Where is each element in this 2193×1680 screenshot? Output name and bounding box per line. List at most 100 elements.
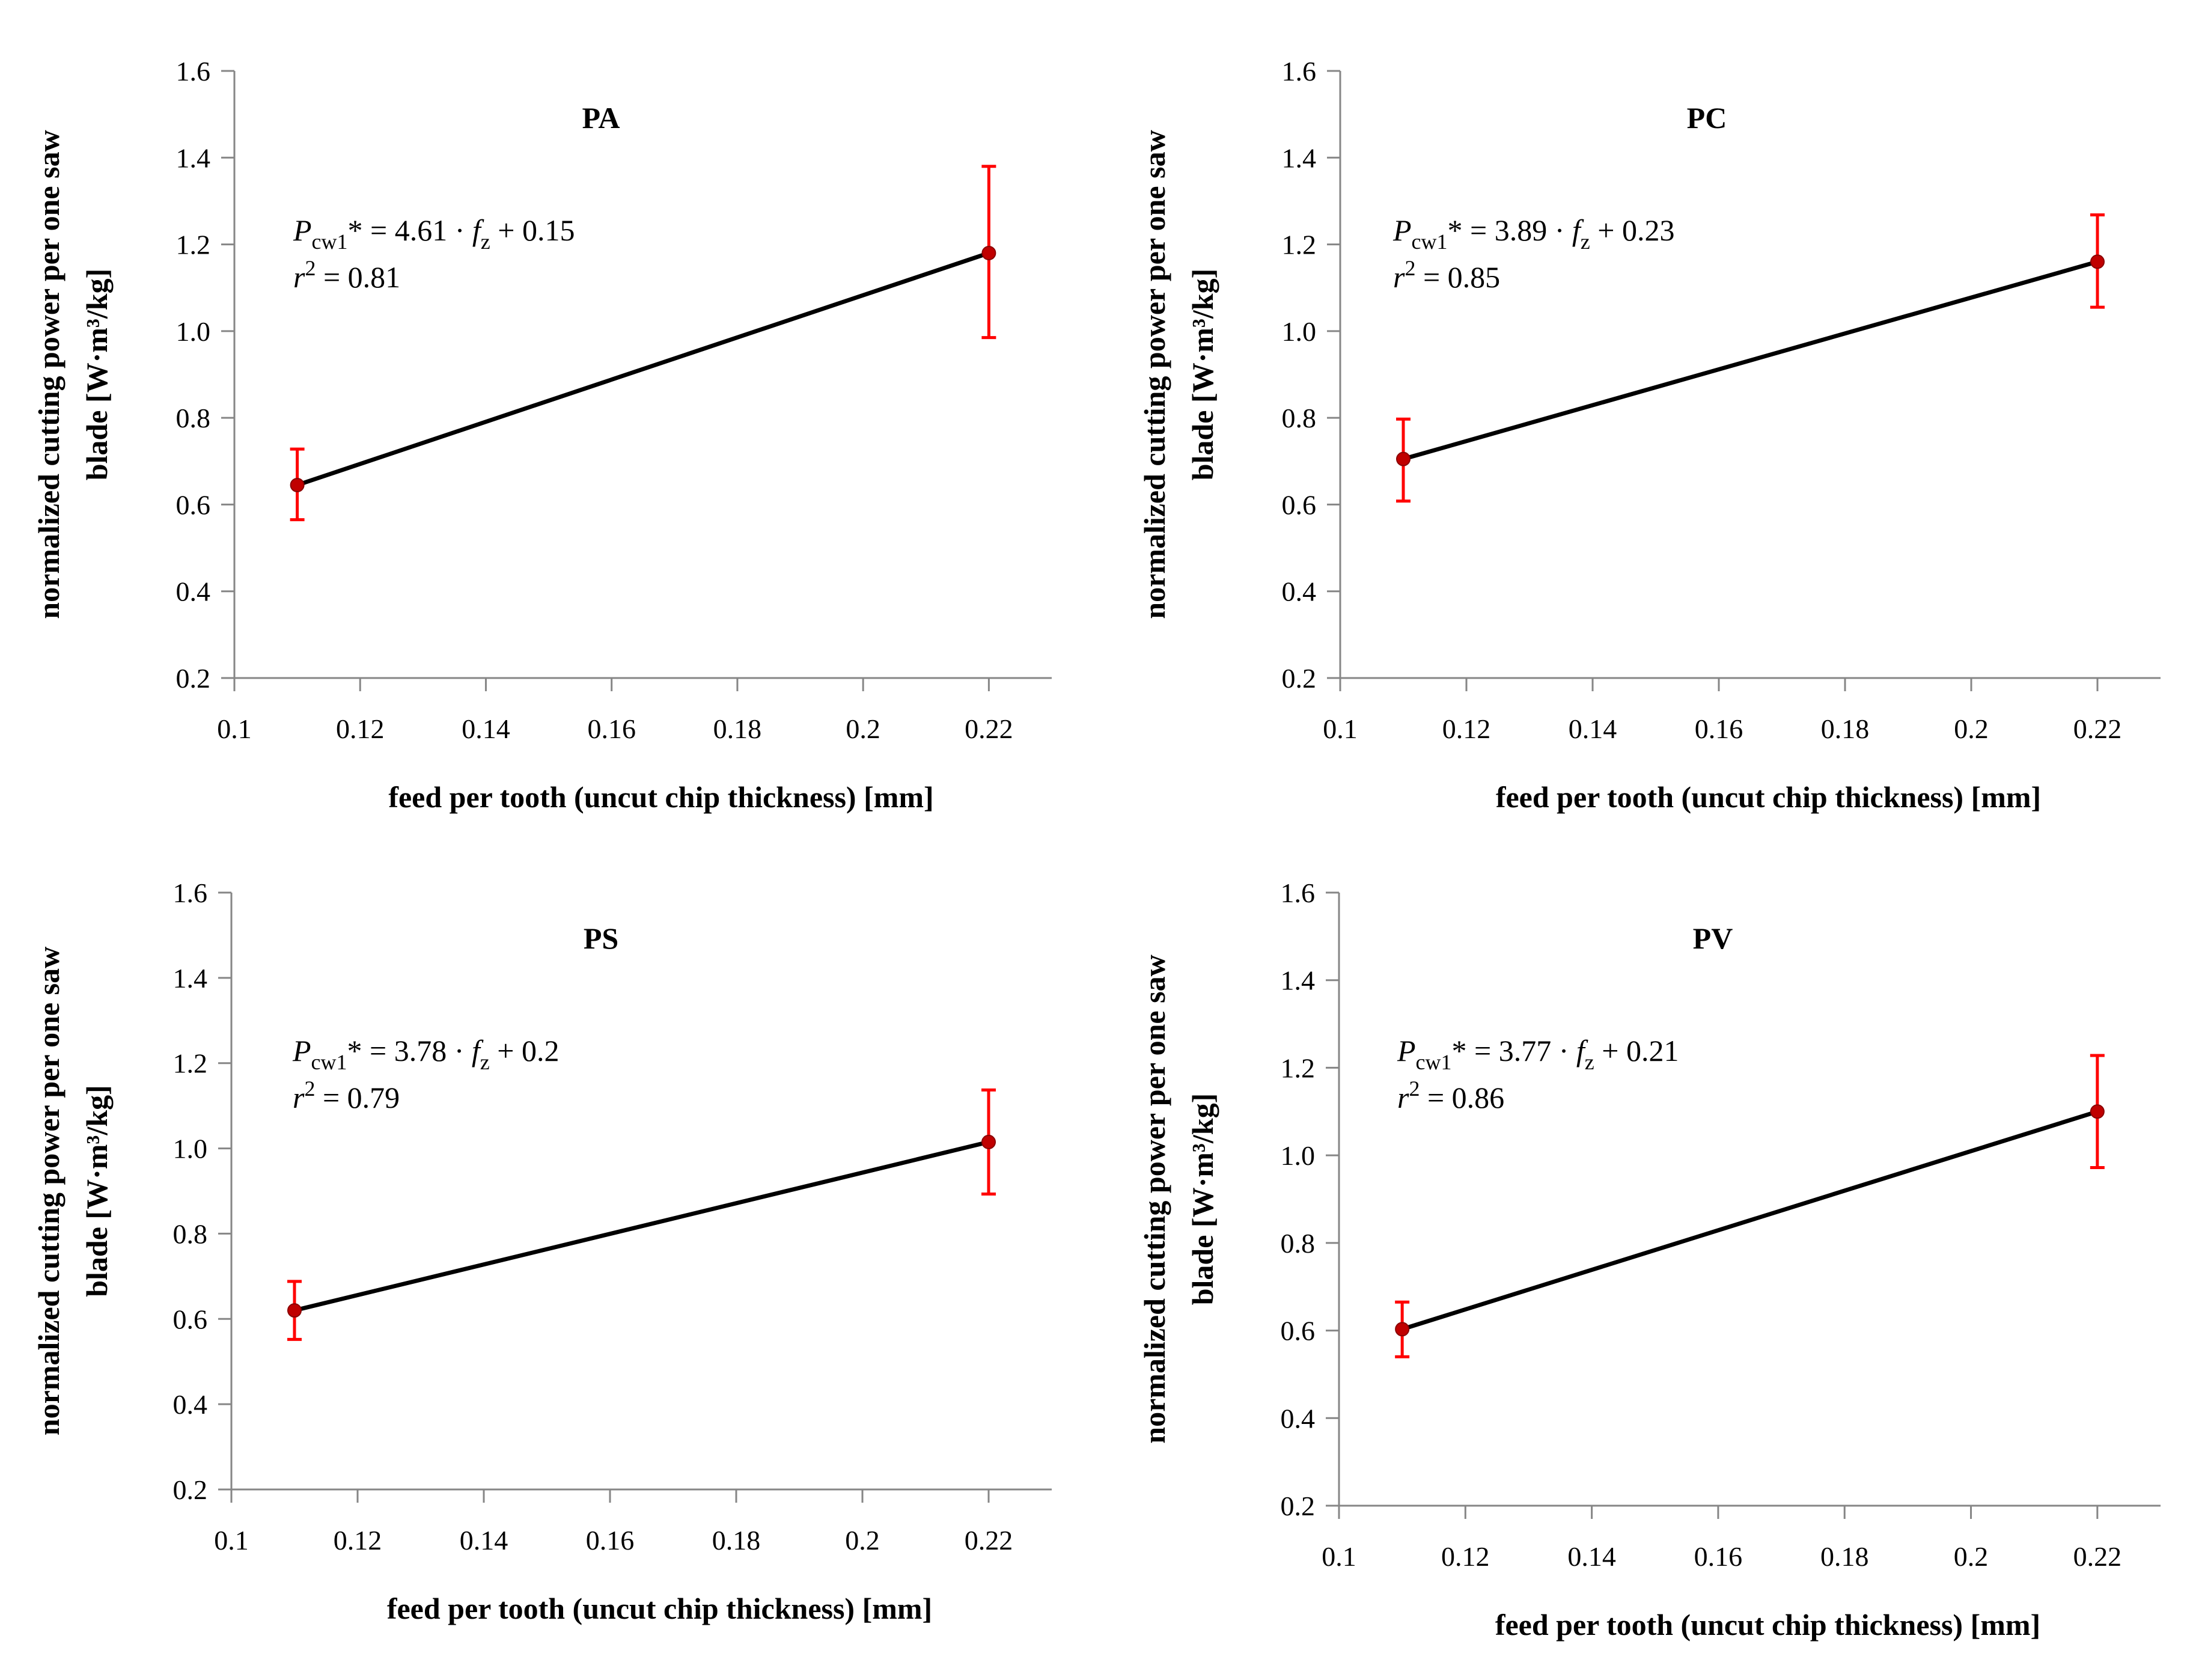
panel-title: PS xyxy=(584,921,618,955)
x-tick-label: 0.1 xyxy=(214,1525,249,1556)
x-tick-label: 0.22 xyxy=(965,713,1013,744)
y-tick-label: 0.2 xyxy=(1281,1491,1316,1521)
y-tick-label: 1.2 xyxy=(176,230,211,260)
x-tick-label: 0.1 xyxy=(217,713,252,744)
y-tick-label: 0.2 xyxy=(173,1474,208,1505)
regression-equation: Pcw1* = 3.89 · fz + 0.23 xyxy=(1392,213,1674,254)
panel-title: PC xyxy=(1687,101,1727,135)
x-tick-label: 0.14 xyxy=(460,1525,508,1556)
r-squared-label: r2 = 0.81 xyxy=(293,256,400,294)
chart-panel-pc: 0.2 0.4 0.6 0.8 1.0 1.2 1.4 1.6 0.1 0.12 0.14 0.16 0… xyxy=(1138,56,2161,814)
x-tick-label: 0.22 xyxy=(2073,713,2122,744)
x-tick-label: 0.2 xyxy=(1954,1541,1989,1572)
x-tick-label: 0.14 xyxy=(1567,1541,1616,1572)
x-tick-label: 0.18 xyxy=(713,713,762,744)
x-tick-label: 0.18 xyxy=(1821,713,1870,744)
x-tick-label: 0.1 xyxy=(1323,713,1358,744)
data-point xyxy=(981,1134,996,1149)
y-axis-title-line2: blade [W·m³/kg] xyxy=(80,269,114,481)
chart-panel-ps: 0.2 0.4 0.6 0.8 1.0 1.2 1.4 1.6 0.1 0.12 0.14 0.16 0… xyxy=(32,878,1052,1625)
x-tick-label: 0.12 xyxy=(1442,713,1491,744)
y-tick-label: 0.6 xyxy=(1281,1316,1316,1346)
y-tick-label: 0.6 xyxy=(176,489,211,520)
y-tick-label: 0.4 xyxy=(1281,1403,1316,1434)
trend-line xyxy=(1403,260,2098,462)
y-tick-label: 0.4 xyxy=(1282,576,1317,607)
x-axis-title: feed per tooth (uncut chip thickness) [m… xyxy=(1496,780,2041,814)
y-tick-label: 0.8 xyxy=(1282,403,1317,433)
r-squared-label: r2 = 0.79 xyxy=(293,1077,400,1114)
y-tick-label: 1.0 xyxy=(176,316,211,347)
trend-line xyxy=(294,1140,989,1313)
y-tick-label: 0.8 xyxy=(176,403,211,433)
data-point xyxy=(2090,254,2105,269)
y-tick-label: 1.0 xyxy=(1281,1140,1316,1171)
x-axis-title: feed per tooth (uncut chip thickness) [m… xyxy=(1495,1608,2040,1642)
data-point xyxy=(1396,451,1411,466)
panel-title: PV xyxy=(1693,921,1733,955)
regression-equation: Pcw1* = 3.78 · fz + 0.2 xyxy=(292,1034,559,1074)
y-tick-label: 0.2 xyxy=(176,663,211,694)
y-axis-title-line1: normalized cutting power per one saw xyxy=(32,947,66,1435)
panel-title: PA xyxy=(582,101,620,135)
data-point xyxy=(287,1303,302,1318)
data-point xyxy=(981,246,996,260)
y-tick-label: 0.4 xyxy=(176,576,211,607)
trend-line xyxy=(296,251,990,487)
y-axis-title-line1: normalized cutting power per one saw xyxy=(1138,955,1171,1443)
y-tick-label: 1.2 xyxy=(1282,230,1317,260)
chart-panel-pa: 0.2 0.4 0.6 0.8 1.0 1.2 1.4 1.6 0.1 0.12 0.14 0.16 0… xyxy=(32,56,1052,814)
y-axis-title-line1: normalized cutting power per one saw xyxy=(32,130,66,619)
y-tick-label: 1.6 xyxy=(176,56,211,87)
x-tick-label: 0.12 xyxy=(336,713,385,744)
x-tick-label: 0.16 xyxy=(1695,713,1743,744)
y-axis-title-line1: normalized cutting power per one saw xyxy=(1138,130,1171,619)
x-tick-label: 0.14 xyxy=(1569,713,1617,744)
y-tick-label: 0.8 xyxy=(173,1218,208,1249)
x-tick-label: 0.1 xyxy=(1322,1541,1356,1572)
y-tick-label: 1.4 xyxy=(1282,142,1317,173)
x-tick-label: 0.22 xyxy=(2073,1541,2122,1572)
y-tick-label: 0.8 xyxy=(1281,1228,1316,1259)
x-tick-label: 0.14 xyxy=(462,713,510,744)
y-tick-label: 0.4 xyxy=(173,1389,208,1420)
y-tick-label: 1.6 xyxy=(173,878,208,908)
x-tick-label: 0.12 xyxy=(1441,1541,1490,1572)
y-tick-label: 1.4 xyxy=(176,142,211,173)
y-tick-label: 0.6 xyxy=(1282,489,1317,520)
x-tick-label: 0.2 xyxy=(846,713,880,744)
x-tick-label: 0.18 xyxy=(712,1525,761,1556)
x-tick-label: 0.2 xyxy=(1954,713,1989,744)
y-tick-label: 1.4 xyxy=(1281,965,1316,996)
x-tick-label: 0.22 xyxy=(965,1525,1013,1556)
x-tick-label: 0.16 xyxy=(587,713,636,744)
x-tick-label: 0.2 xyxy=(845,1525,880,1556)
data-point xyxy=(2090,1104,2105,1119)
chart-panel-pv: 0.2 0.4 0.6 0.8 1.0 1.2 1.4 1.6 0.1 0.12 0.14 0.16 0… xyxy=(1138,878,2161,1642)
y-tick-label: 1.6 xyxy=(1282,56,1317,87)
trend-line xyxy=(1402,1109,2098,1331)
regression-equation: Pcw1* = 3.77 · fz + 0.21 xyxy=(1397,1034,1679,1074)
y-tick-label: 1.0 xyxy=(1282,316,1317,347)
y-axis-title-line2: blade [W·m³/kg] xyxy=(80,1085,114,1297)
x-tick-label: 0.12 xyxy=(334,1525,382,1556)
y-tick-label: 1.2 xyxy=(1281,1052,1316,1083)
r-squared-label: r2 = 0.85 xyxy=(1393,256,1500,294)
y-tick-label: 1.2 xyxy=(173,1048,208,1079)
x-axis-title: feed per tooth (uncut chip thickness) [m… xyxy=(387,1592,932,1625)
data-point xyxy=(290,477,305,492)
y-tick-label: 0.2 xyxy=(1282,663,1317,694)
y-tick-label: 1.6 xyxy=(1281,878,1316,908)
x-tick-label: 0.16 xyxy=(586,1525,635,1556)
y-axis-title-line2: blade [W·m³/kg] xyxy=(1186,269,1219,481)
regression-equation: Pcw1* = 4.61 · fz + 0.15 xyxy=(293,213,575,254)
x-tick-label: 0.18 xyxy=(1820,1541,1869,1572)
y-axis-title-line2: blade [W·m³/kg] xyxy=(1186,1093,1219,1306)
x-tick-label: 0.16 xyxy=(1694,1541,1743,1572)
y-tick-label: 1.4 xyxy=(173,963,208,994)
r-squared-label: r2 = 0.86 xyxy=(1397,1077,1504,1114)
data-point xyxy=(1395,1322,1410,1337)
x-axis-title: feed per tooth (uncut chip thickness) [m… xyxy=(388,780,933,814)
y-tick-label: 0.6 xyxy=(173,1304,208,1334)
